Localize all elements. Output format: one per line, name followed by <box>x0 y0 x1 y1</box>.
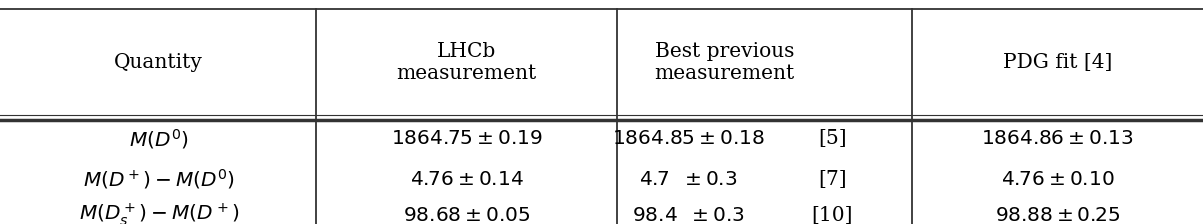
Text: $M(D^0)$: $M(D^0)$ <box>129 127 189 151</box>
Text: Best previous
measurement: Best previous measurement <box>654 42 794 83</box>
Text: $98.4\;\;\pm 0.3$: $98.4\;\;\pm 0.3$ <box>632 206 745 224</box>
Text: $4.76 \pm 0.10$: $4.76 \pm 0.10$ <box>1001 170 1114 189</box>
Text: [5]: [5] <box>818 129 847 148</box>
Text: Quantity: Quantity <box>114 53 203 72</box>
Text: $98.88 \pm 0.25$: $98.88 \pm 0.25$ <box>995 206 1120 224</box>
Text: $1864.85 \pm 0.18$: $1864.85 \pm 0.18$ <box>611 129 765 148</box>
Text: $1864.75 \pm 0.19$: $1864.75 \pm 0.19$ <box>391 129 543 148</box>
Text: $4.76 \pm 0.14$: $4.76 \pm 0.14$ <box>410 170 523 189</box>
Text: $M(D^+_s) - M(D^+)$: $M(D^+_s) - M(D^+)$ <box>78 202 239 224</box>
Text: PDG fit [4]: PDG fit [4] <box>1003 53 1112 72</box>
Text: $M(D^+) - M(D^0)$: $M(D^+) - M(D^0)$ <box>83 167 235 191</box>
Text: $1864.86 \pm 0.13$: $1864.86 \pm 0.13$ <box>982 129 1133 148</box>
Text: $98.68 \pm 0.05$: $98.68 \pm 0.05$ <box>403 206 531 224</box>
Text: LHCb
measurement: LHCb measurement <box>397 42 537 83</box>
Text: [10]: [10] <box>812 206 853 224</box>
Text: $4.7\;\;\pm 0.3$: $4.7\;\;\pm 0.3$ <box>639 170 737 189</box>
Text: [7]: [7] <box>818 170 847 189</box>
